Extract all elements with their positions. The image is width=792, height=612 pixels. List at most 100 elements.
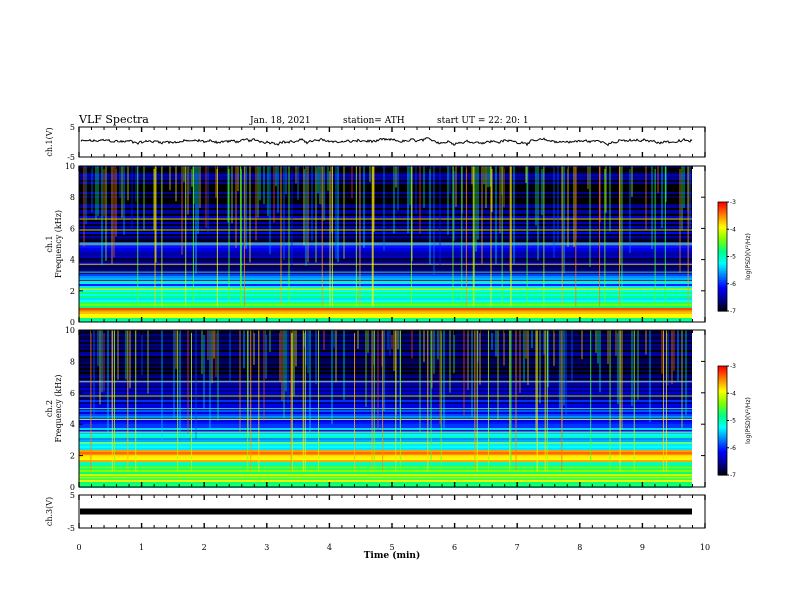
- colorbar-swatch: [718, 227, 727, 230]
- spectrogram-strip: [79, 346, 692, 348]
- spectrogram-strip: [79, 386, 692, 388]
- spectrogram-strip: [79, 374, 692, 376]
- spectrogram-strip: [79, 360, 692, 362]
- spectrogram-strip: [79, 240, 692, 242]
- colorbar-swatch: [718, 238, 727, 241]
- spectrogram-strip: [79, 474, 692, 476]
- spectrogram-strip: [79, 404, 692, 406]
- spectrogram-strip: [79, 336, 692, 338]
- y-tick-label: 8: [70, 357, 75, 366]
- colorbar-swatch: [718, 272, 727, 276]
- spectrogram-strip: [79, 184, 692, 186]
- spectrogram-strip: [79, 274, 692, 276]
- ch2-spectrogram-panel: 0 2 4 6 8 10 ch.2 Frequency (kHz): [45, 326, 706, 492]
- y-tick-label: 2: [70, 452, 75, 461]
- colorbar-swatch: [718, 267, 727, 270]
- colorbar-swatch: [718, 413, 727, 416]
- spectrogram-strip: [79, 412, 692, 414]
- spectrogram-strip: [79, 318, 692, 320]
- colorbar-tick-label: -6: [730, 281, 736, 288]
- spectrogram-strip: [79, 436, 692, 438]
- spectrogram-strip: [79, 210, 692, 212]
- colorbar-swatch: [718, 252, 727, 256]
- colorbar-swatch: [718, 303, 727, 307]
- spectrogram-strip: [79, 226, 692, 228]
- colorbar-tick-label: -5: [730, 418, 736, 425]
- colorbar-swatch: [718, 395, 727, 398]
- spectrogram-strip: [79, 282, 692, 284]
- spectrogram-strip: [79, 432, 692, 434]
- colorbar-tick-label: -7: [730, 472, 736, 479]
- spectrogram-strip: [79, 420, 692, 422]
- colorbar-tick-label: -5: [730, 254, 736, 261]
- spectrogram-strip: [79, 170, 692, 172]
- spectrogram-strip: [79, 202, 692, 204]
- x-axis-label: Time (min): [364, 550, 421, 561]
- colorbar-swatch: [718, 221, 727, 225]
- colorbar-swatch: [718, 263, 727, 267]
- colorbar-swatch: [718, 442, 727, 445]
- colorbar-tick-label: -3: [730, 363, 736, 370]
- colorbar-swatch: [718, 307, 727, 310]
- spectrogram-strip: [79, 224, 692, 226]
- colorbar-swatch: [718, 241, 727, 245]
- colorbar-swatch: [718, 438, 727, 442]
- y-tick-label: 2: [70, 287, 75, 296]
- colorbar-swatch: [718, 287, 727, 290]
- colorbar-swatch: [718, 458, 727, 462]
- spectrogram-strip: [79, 396, 692, 398]
- colorbar-swatch: [718, 424, 727, 427]
- colorbar-swatch: [718, 261, 727, 265]
- colorbar-swatch: [718, 271, 727, 274]
- spectrogram-strip: [79, 372, 692, 374]
- spectrogram-strip: [79, 200, 692, 202]
- colorbar-swatch: [718, 409, 727, 413]
- spectrogram-strip: [79, 178, 692, 180]
- spectrogram-strip: [79, 476, 692, 478]
- spectrogram-strip: [79, 212, 692, 214]
- spectrogram-strip: [79, 286, 692, 288]
- y-tick-label: 6: [70, 224, 75, 233]
- colorbar-swatch: [718, 375, 727, 378]
- colorbar-swatch: [718, 447, 727, 451]
- spectrogram-strip: [79, 196, 692, 198]
- colorbar-swatch: [718, 232, 727, 236]
- spectrogram-strip: [79, 394, 692, 396]
- colorbar-tick-label: -4: [730, 390, 736, 397]
- colorbar-swatch: [718, 433, 727, 436]
- spectrogram-strip: [79, 238, 692, 240]
- colorbar-swatch: [718, 292, 727, 296]
- spectrogram-strip: [79, 308, 692, 310]
- spectrogram-strip: [79, 470, 692, 472]
- spectrogram-strip: [79, 398, 692, 400]
- spectrogram-strip: [79, 356, 692, 358]
- spectrogram-strip: [79, 352, 692, 354]
- spectrogram-strip: [79, 252, 692, 254]
- colorbar-swatch: [718, 225, 727, 229]
- spectrogram-strip: [79, 424, 692, 426]
- colorbar-swatch: [718, 278, 727, 281]
- y-tick-label: 8: [70, 193, 75, 202]
- colorbar-swatch: [718, 281, 727, 285]
- spectrogram-strip: [79, 298, 692, 300]
- x-tick-label: 4: [327, 543, 332, 552]
- colorbar-swatch: [718, 445, 727, 449]
- spectrogram-strip: [79, 220, 692, 222]
- spectrogram-strip: [79, 258, 692, 260]
- colorbar-swatch: [718, 236, 727, 239]
- colorbar-swatch: [718, 435, 727, 438]
- ch1-waveform-line: [80, 137, 693, 147]
- spectrogram-strip: [79, 426, 692, 428]
- colorbar-swatch: [718, 309, 727, 312]
- spectrogram-strip: [79, 392, 692, 394]
- y-tick-label: 10: [65, 162, 75, 171]
- y-tick-label: 10: [65, 326, 75, 335]
- spectrogram-strip: [79, 430, 692, 432]
- colorbar-swatch: [718, 415, 727, 418]
- colorbar-swatch: [718, 254, 727, 258]
- spectrogram-strip: [79, 270, 692, 272]
- spectrogram-strip: [79, 384, 692, 386]
- spectrogram-strip: [79, 222, 692, 224]
- colorbar-swatch: [718, 453, 727, 456]
- colorbar-swatch: [718, 366, 727, 369]
